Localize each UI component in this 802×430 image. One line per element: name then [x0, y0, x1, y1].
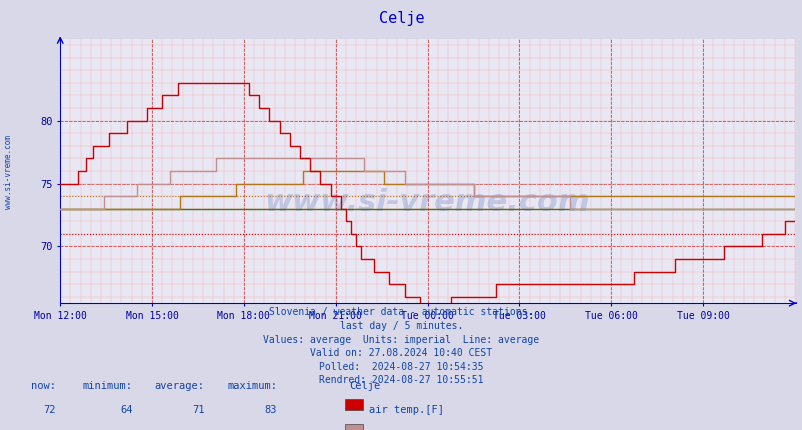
Text: www.si-vreme.com: www.si-vreme.com — [265, 188, 589, 217]
Text: 72: 72 — [43, 405, 56, 415]
Text: 71: 71 — [192, 405, 205, 415]
Text: Celje: Celje — [349, 381, 380, 390]
Text: maximum:: maximum: — [227, 381, 277, 390]
Text: 83: 83 — [264, 405, 277, 415]
Text: 64: 64 — [119, 405, 132, 415]
Text: Slovenia / weather data - automatic stations.
last day / 5 minutes.
Values: aver: Slovenia / weather data - automatic stat… — [263, 307, 539, 385]
Text: now:: now: — [31, 381, 56, 390]
Text: Celje: Celje — [379, 11, 423, 26]
Text: www.si-vreme.com: www.si-vreme.com — [3, 135, 13, 209]
Text: minimum:: minimum: — [83, 381, 132, 390]
Text: average:: average: — [155, 381, 205, 390]
Text: air temp.[F]: air temp.[F] — [369, 405, 444, 415]
